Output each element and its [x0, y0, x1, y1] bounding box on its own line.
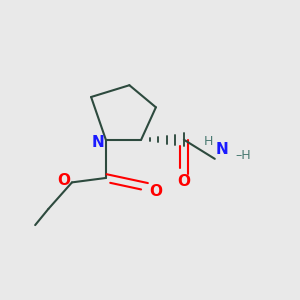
Text: O: O	[177, 174, 190, 189]
Text: N: N	[216, 142, 229, 158]
Text: –H: –H	[235, 149, 250, 162]
Text: O: O	[57, 173, 70, 188]
Text: O: O	[149, 184, 162, 199]
Text: N: N	[92, 135, 105, 150]
Text: H: H	[204, 135, 214, 148]
